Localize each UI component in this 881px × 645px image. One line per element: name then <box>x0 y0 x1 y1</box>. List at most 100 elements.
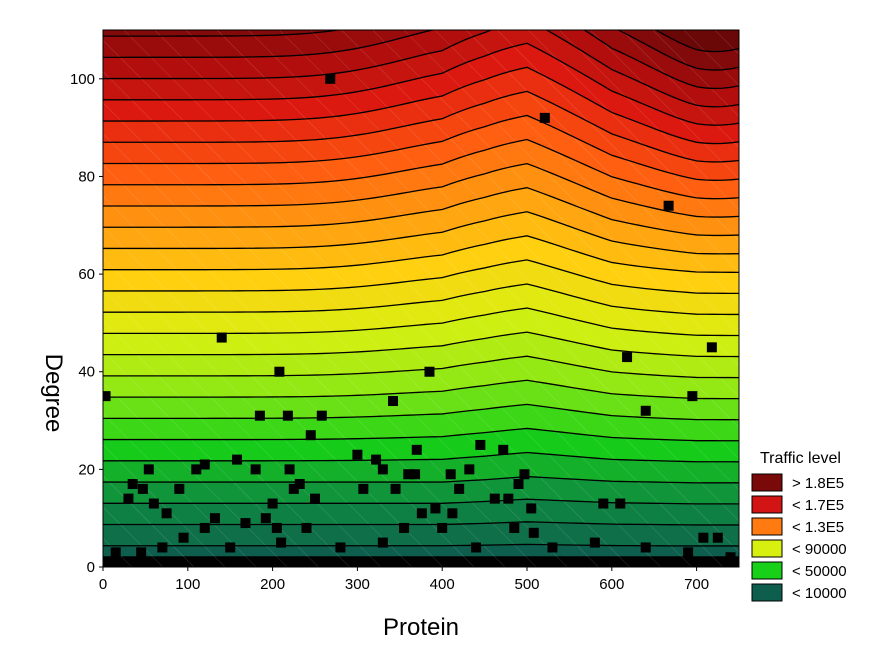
data-point <box>358 483 369 494</box>
data-point <box>225 542 236 553</box>
data-point <box>282 410 293 421</box>
data-point <box>240 518 251 529</box>
data-point <box>640 542 651 553</box>
data-point <box>683 547 694 558</box>
data-point <box>528 527 539 538</box>
data-point <box>424 366 435 377</box>
data-point <box>698 532 709 543</box>
data-point <box>410 469 421 480</box>
x-tick-label: 500 <box>514 576 539 593</box>
legend-label: < 50000 <box>792 563 847 580</box>
contour-line <box>103 259 739 295</box>
legend-title: Traffic level <box>760 450 841 467</box>
y-tick-label: 80 <box>78 168 95 185</box>
data-point <box>254 410 265 421</box>
data-point <box>174 483 185 494</box>
contour-line <box>103 543 739 547</box>
contour-line <box>103 307 739 337</box>
legend-swatch <box>751 539 783 558</box>
data-point <box>513 479 524 490</box>
legend-label: < 1.7E5 <box>792 497 844 514</box>
contour-line <box>103 379 739 400</box>
data-point <box>199 522 210 533</box>
contour-line <box>103 427 739 442</box>
contour-line <box>103 66 739 145</box>
data-point <box>519 469 530 480</box>
contour-line <box>103 355 739 379</box>
contour-line <box>103 90 739 163</box>
legend-swatch <box>751 495 783 514</box>
y-tick-label: 60 <box>78 266 95 283</box>
legend-swatch <box>751 583 783 602</box>
data-point <box>377 537 388 548</box>
contour-line <box>103 403 739 421</box>
data-point <box>509 522 520 533</box>
data-point <box>216 332 227 343</box>
data-point <box>447 508 458 519</box>
data-point <box>127 479 138 490</box>
data-point <box>403 469 414 480</box>
data-point <box>305 430 316 441</box>
data-point <box>284 464 295 475</box>
contour-line <box>103 30 739 90</box>
x-tick-label: 0 <box>99 576 107 593</box>
x-tick-label: 400 <box>430 576 455 593</box>
data-point <box>526 503 537 514</box>
data-point <box>110 547 121 558</box>
contour-line <box>103 30 739 71</box>
legend-label: > 1.8E5 <box>792 475 844 492</box>
y-tick-label: 100 <box>70 71 95 88</box>
data-point <box>430 503 441 514</box>
data-point <box>503 493 514 504</box>
data-point <box>310 493 320 504</box>
contour-lines <box>103 30 739 547</box>
data-point <box>390 483 401 494</box>
contour-line <box>103 498 739 505</box>
x-tick-label: 600 <box>599 576 624 593</box>
data-point <box>143 464 154 475</box>
data-point <box>454 483 465 494</box>
data-point <box>712 532 723 543</box>
data-point <box>371 454 382 465</box>
contour-line <box>103 138 739 200</box>
data-point <box>161 508 172 519</box>
data-point <box>137 483 148 494</box>
data-point <box>687 391 698 402</box>
data-point <box>260 513 271 524</box>
contour-line <box>103 42 739 126</box>
data-point <box>663 200 674 211</box>
legend-swatch <box>751 561 783 580</box>
legend-swatch <box>751 473 783 492</box>
y-tick-label: 0 <box>87 559 95 576</box>
contour-line <box>103 162 739 218</box>
data-point <box>464 464 475 475</box>
data-point <box>191 464 202 475</box>
x-axis-title: Protein <box>383 614 459 641</box>
x-tick-label: 100 <box>175 576 200 593</box>
legend-swatch <box>751 517 783 536</box>
contour-line <box>103 235 739 273</box>
data-point <box>598 498 609 509</box>
data-point <box>136 547 147 558</box>
data-point <box>199 459 210 470</box>
data-point <box>489 493 500 504</box>
data-point <box>416 508 427 519</box>
data-point <box>445 469 456 480</box>
data-point <box>178 532 189 543</box>
x-tick-label: 200 <box>260 576 285 593</box>
data-point <box>352 449 363 460</box>
data-points <box>103 73 736 563</box>
data-point <box>377 464 388 475</box>
data-point <box>316 410 327 421</box>
y-axis-title: Degree <box>40 354 67 433</box>
hatch-overlay <box>103 30 739 567</box>
y-axis: 0 20 40 60 80 100 <box>70 71 103 576</box>
x-tick-label: 700 <box>684 576 709 593</box>
legend-label: < 10000 <box>792 585 847 602</box>
data-point <box>209 513 220 524</box>
data-point <box>157 542 168 553</box>
data-point <box>725 552 736 563</box>
data-point <box>148 498 159 509</box>
data-point <box>335 542 346 553</box>
